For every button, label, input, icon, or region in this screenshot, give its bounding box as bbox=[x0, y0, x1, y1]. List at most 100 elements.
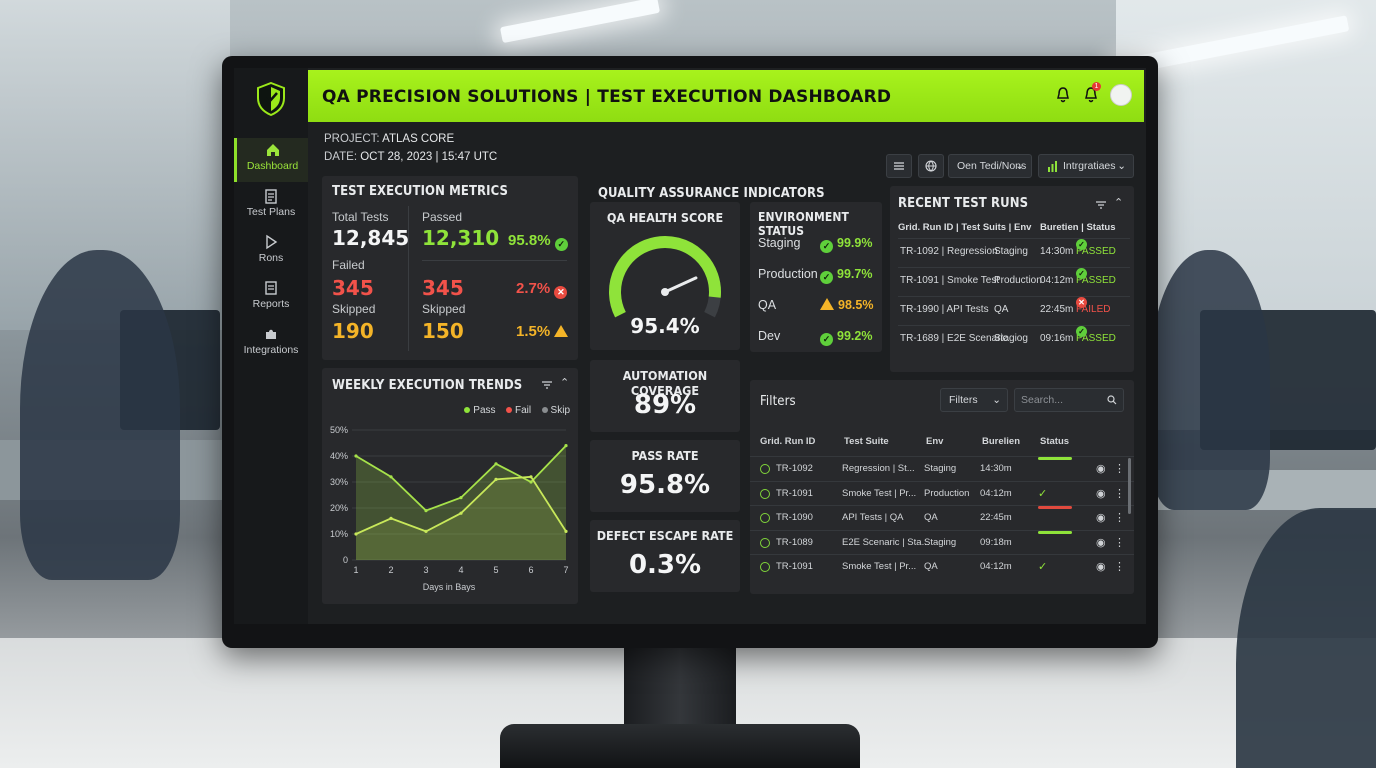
run-duration: 14:30m bbox=[1040, 246, 1074, 257]
more-options-icon[interactable]: ⋮ bbox=[1114, 463, 1125, 475]
y-tick-label: 30% bbox=[330, 477, 348, 487]
integrations-dropdown[interactable]: Intrgratiaes ⌄ bbox=[1038, 154, 1134, 178]
failed-percent: 2.7% ✕ bbox=[516, 280, 568, 299]
globe-icon bbox=[925, 160, 937, 172]
table-row[interactable]: TR-1090 API Tests | QA QA 22:45m ◉ ⋮ bbox=[750, 505, 1134, 529]
environment-row: Dev ✓ 99.2% bbox=[758, 329, 878, 351]
globe-button[interactable] bbox=[918, 154, 944, 178]
filter-settings-button[interactable] bbox=[886, 154, 912, 178]
column-header: Test Suite bbox=[844, 436, 889, 447]
avatar[interactable] bbox=[1110, 84, 1132, 106]
status-badge: ✓ PASSED bbox=[1076, 268, 1116, 294]
card-title: DEFECT ESCAPE RATE bbox=[596, 528, 734, 543]
status-ring-icon bbox=[760, 488, 770, 499]
status-text: PASSED bbox=[1076, 246, 1116, 257]
x-tick-label: 1 bbox=[353, 565, 358, 575]
environment-value-group: 98.5% bbox=[820, 298, 873, 312]
table-row[interactable]: TR-1091 Smoke Test | Pr... QA 04:12m ✓ ◉ ⋮ bbox=[750, 554, 1134, 578]
more-options-icon[interactable]: ⋮ bbox=[1114, 512, 1125, 524]
eye-icon[interactable]: ◉ bbox=[1096, 463, 1106, 475]
eye-icon[interactable]: ◉ bbox=[1096, 536, 1106, 549]
project-date: OCT 28, 2023 | 15:47 UTC bbox=[360, 151, 498, 163]
eye-icon[interactable]: ◉ bbox=[1096, 512, 1106, 524]
table-row[interactable]: TR-1091 Smoke Test | Pr... Production 04:12… bbox=[750, 480, 1134, 505]
card-title: PASS RATE bbox=[631, 448, 699, 463]
run-env: QA bbox=[994, 304, 1009, 315]
sidebar-item-reports[interactable]: Reports bbox=[234, 276, 308, 320]
x-tick-label: 6 bbox=[528, 565, 533, 575]
recent-run-row[interactable]: TR-1091 | Smoke Test Production 04:12m ✓ PAS… bbox=[898, 267, 1130, 293]
env-cell: Staging bbox=[924, 463, 957, 474]
more-options-icon[interactable]: ⋮ bbox=[1114, 487, 1125, 500]
y-tick-label: 50% bbox=[330, 425, 348, 435]
filter-icon[interactable] bbox=[1096, 200, 1106, 210]
run-id-cell: TR-1090 bbox=[776, 512, 813, 523]
panel-title: WEEKLY EXECUTION TRENDS bbox=[332, 378, 523, 393]
run-id: TR-1091 | Smoke Test bbox=[900, 275, 1000, 286]
data-point-pass bbox=[389, 475, 393, 479]
more-options-icon[interactable]: ⋮ bbox=[1114, 536, 1125, 549]
data-point-fail bbox=[354, 532, 358, 536]
column-header: Grid. Run ID | Test Suits | Env bbox=[898, 222, 1032, 233]
pass-status-bar bbox=[1038, 457, 1072, 460]
monitor: Dashboard Test Plans Rons Reports Integr… bbox=[222, 56, 1158, 648]
environment-name: QA bbox=[758, 298, 777, 312]
notifications-button[interactable]: 1 bbox=[1082, 82, 1101, 104]
environment-name: Staging bbox=[758, 236, 801, 250]
recent-run-row[interactable]: TR-1689 | E2E Scenaric Stagiog 09:16m ✓ PASS… bbox=[898, 325, 1130, 351]
error-circle-icon: ✕ bbox=[1076, 297, 1087, 308]
filter-icon[interactable] bbox=[542, 380, 552, 390]
passed-percent: 95.8% ✓ bbox=[508, 232, 568, 251]
environment-row: Production ✓ 99.7% bbox=[758, 267, 878, 289]
table-row[interactable]: TR-1089 E2E Scenaric | Sta... Staging 09:18… bbox=[750, 529, 1134, 554]
x-tick-label: 3 bbox=[423, 565, 428, 575]
data-point-pass bbox=[564, 444, 568, 448]
recent-run-row[interactable]: TR-1092 | Regression Staging 14:30m ✓ PASSED bbox=[898, 238, 1130, 264]
run-id-cell: TR-1092 bbox=[776, 463, 813, 474]
page-title: QA PRECISION SOLUTIONS | TEST EXECUTION … bbox=[322, 87, 892, 107]
environment-row: QA 98.5% bbox=[758, 298, 878, 320]
run-env: Stagiog bbox=[994, 333, 1028, 344]
run-id: TR-1092 | Regression bbox=[900, 246, 998, 257]
scrollbar-thumb[interactable] bbox=[1128, 458, 1131, 514]
eye-icon[interactable]: ◉ bbox=[1096, 487, 1106, 500]
table-row[interactable]: TR-1092 Regression | St... Staging 14:30m ◉ ⋮ bbox=[750, 456, 1134, 480]
recent-run-row[interactable]: TR-1990 | API Tests QA 22:45m ✕ FAILED bbox=[898, 296, 1130, 322]
skipped-percent-value: 1.5% bbox=[516, 323, 551, 340]
skipped-percent: 1.5% bbox=[516, 323, 569, 340]
search-input[interactable]: Search... bbox=[1014, 388, 1124, 412]
run-env: Production bbox=[994, 275, 1042, 286]
column-header: Grid. Run ID bbox=[760, 436, 816, 447]
failed-value: 345 bbox=[332, 276, 374, 300]
chart-legend: Pass Fail Skip bbox=[458, 400, 570, 418]
series-area-pass bbox=[356, 445, 566, 560]
sidebar-item-runs[interactable]: Rons bbox=[234, 230, 308, 274]
sidebar-item-test-plans[interactable]: Test Plans bbox=[234, 184, 308, 228]
collapse-icon[interactable]: ⌃ bbox=[1114, 197, 1124, 209]
data-point-fail bbox=[389, 516, 393, 520]
sidebar: Dashboard Test Plans Rons Reports Integr… bbox=[234, 68, 308, 624]
y-tick-label: 10% bbox=[330, 529, 348, 539]
more-options-icon[interactable]: ⋮ bbox=[1114, 561, 1125, 573]
filters-dropdown[interactable]: Filters ⌄ bbox=[940, 388, 1008, 412]
environment-uptime: 99.9% bbox=[837, 236, 873, 250]
environment-name: Production bbox=[758, 267, 818, 281]
environment-status-panel: ENVIRONMENT STATUS Staging ✓ 99.9% Producti… bbox=[750, 202, 882, 352]
env-cell: Production bbox=[924, 487, 970, 499]
y-tick-label: 40% bbox=[330, 451, 348, 461]
collapse-icon[interactable]: ⌃ bbox=[560, 377, 570, 389]
environment-row: Staging ✓ 99.9% bbox=[758, 236, 878, 258]
view-dropdown[interactable]: Oen Tedi/Nons ⌄ bbox=[948, 154, 1032, 178]
chevron-down-icon: ⌄ bbox=[1117, 160, 1126, 172]
bell-icon[interactable] bbox=[1054, 86, 1072, 104]
sidebar-item-integrations[interactable]: Integrations bbox=[234, 322, 308, 366]
legend-swatch bbox=[505, 407, 512, 413]
fail-status-bar bbox=[1038, 506, 1072, 509]
foreground-person bbox=[1236, 508, 1376, 768]
eye-icon[interactable]: ◉ bbox=[1096, 561, 1106, 573]
divider bbox=[408, 206, 409, 351]
pass-rate-card: PASS RATE 95.8% bbox=[590, 440, 740, 512]
legend-label: Skip bbox=[550, 405, 570, 416]
sidebar-item-dashboard[interactable]: Dashboard bbox=[234, 138, 308, 182]
run-id-cell: TR-1091 bbox=[776, 561, 813, 572]
